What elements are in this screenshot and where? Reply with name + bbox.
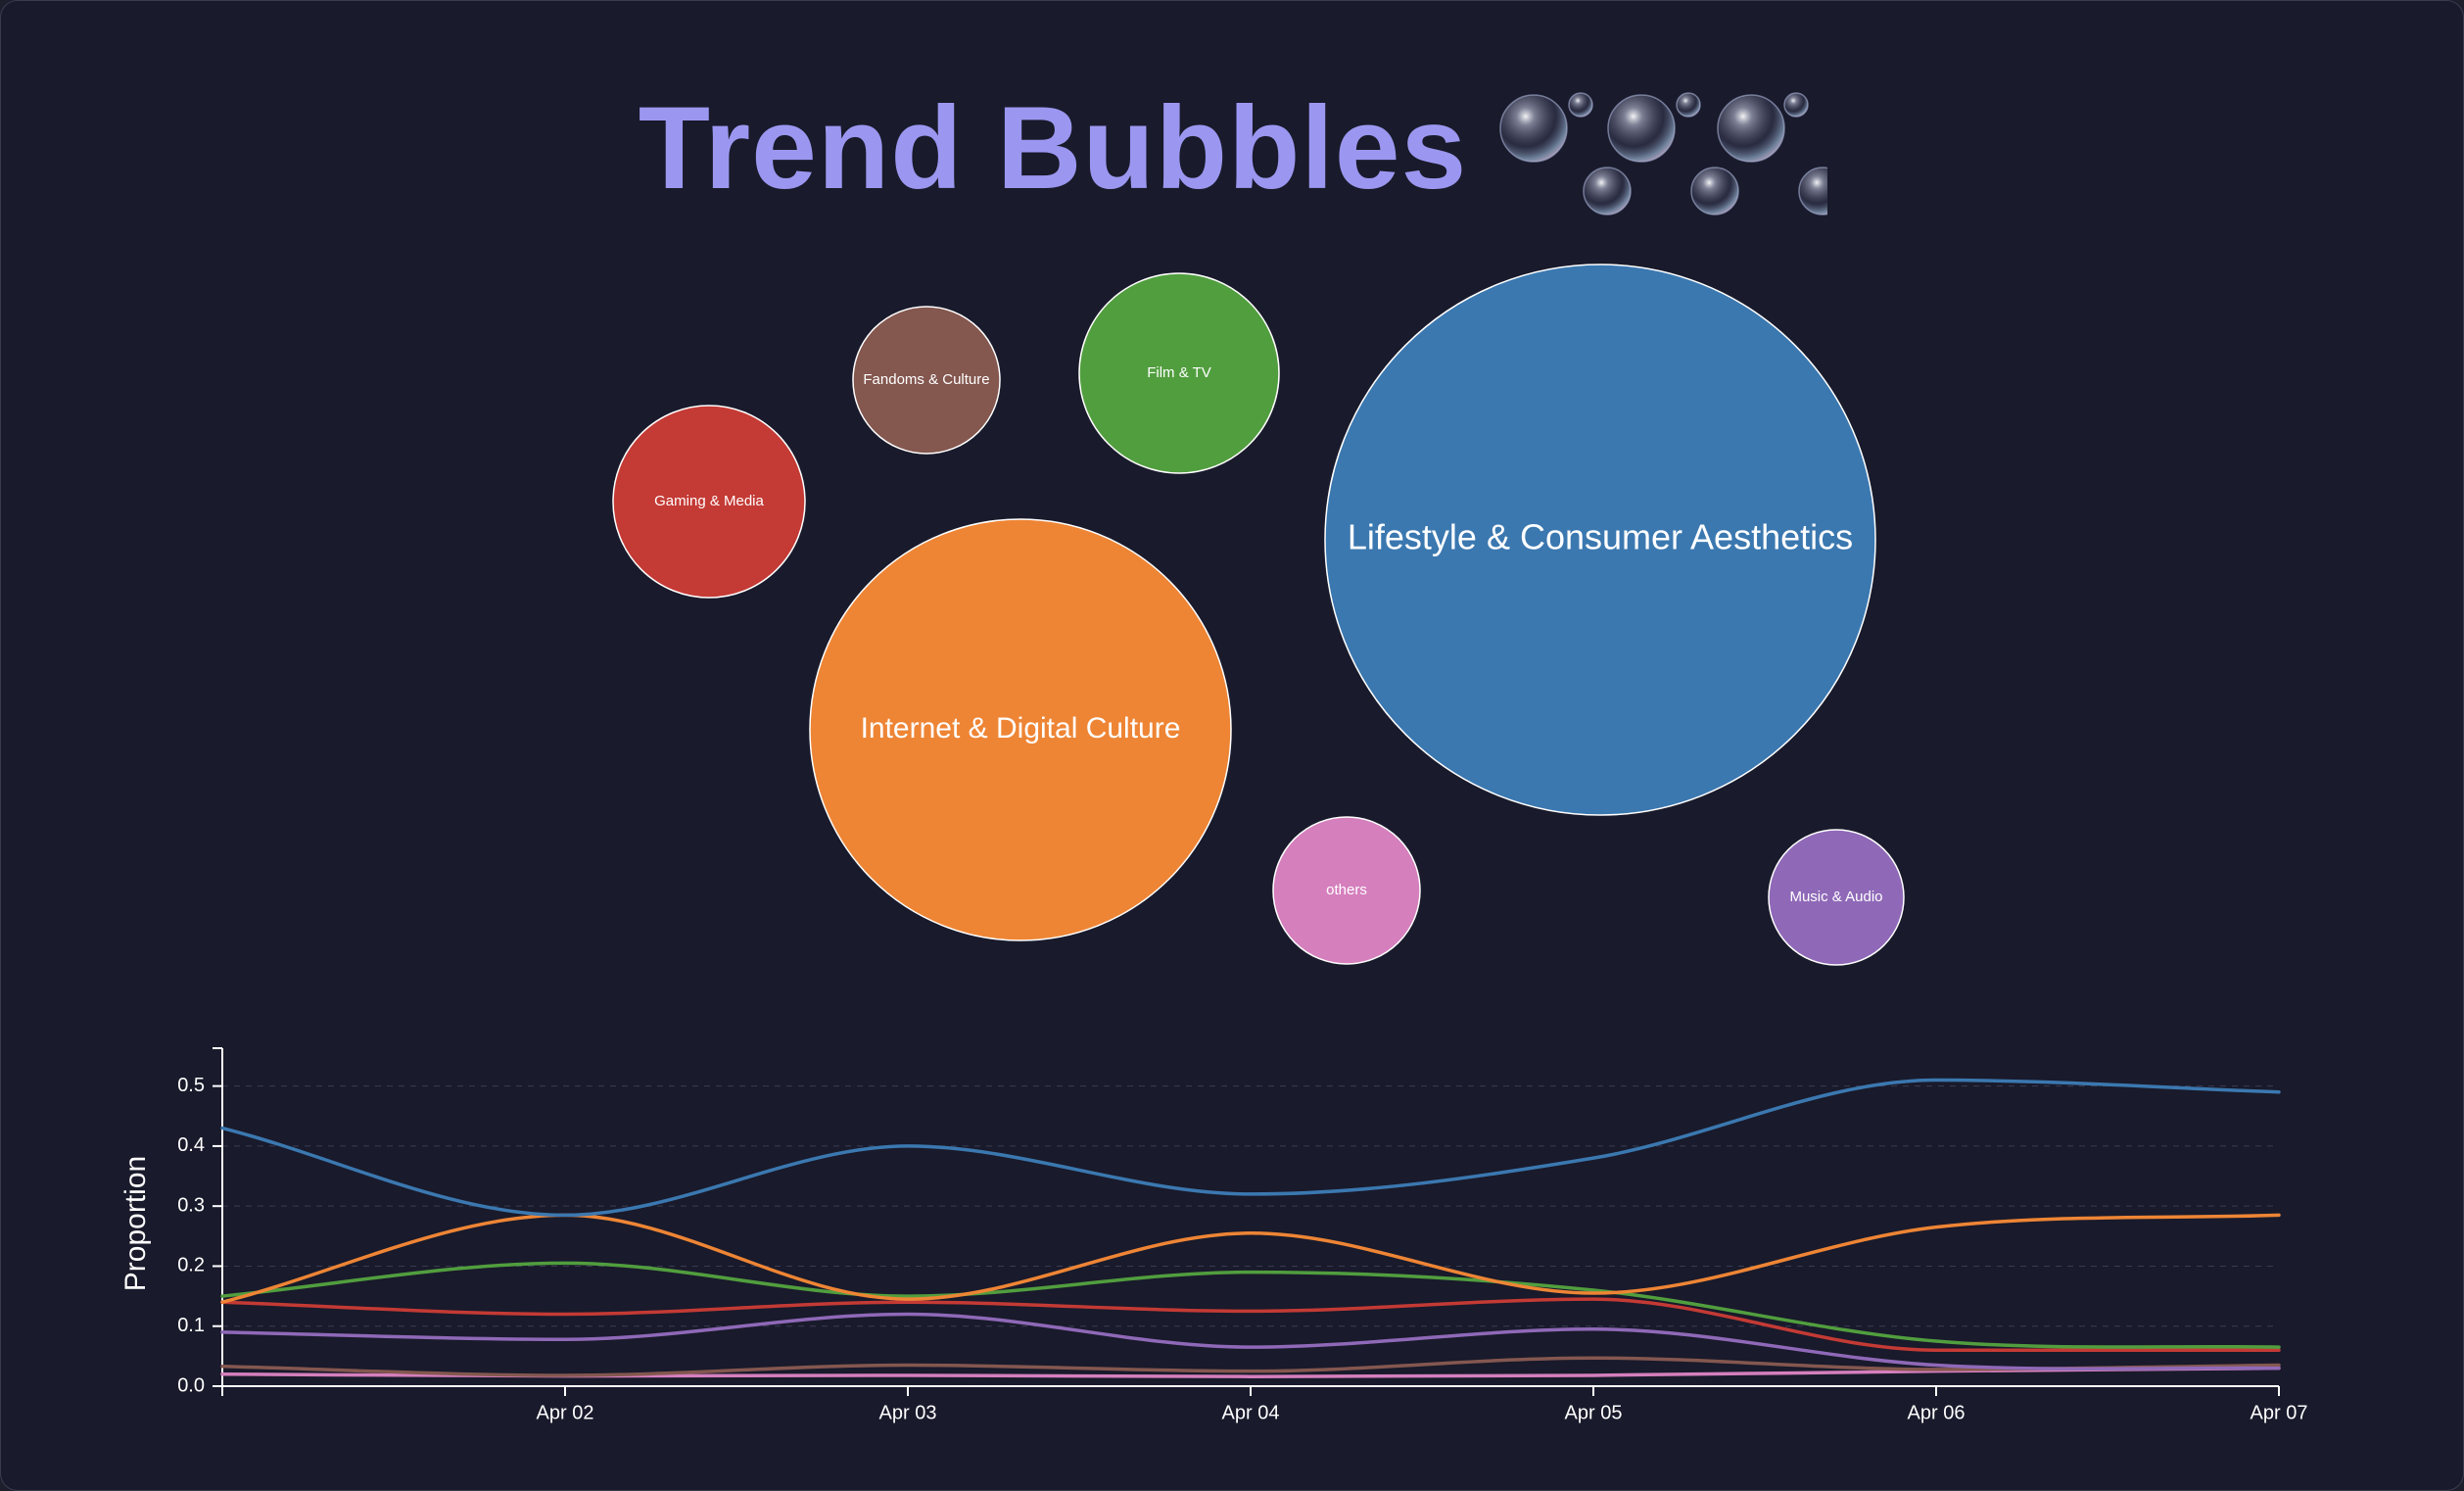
bubbles-icon [1499,92,1828,216]
series-lines [220,1078,2281,1378]
bubble-circle [1768,829,1905,966]
bubble-internet-and-digital-culture[interactable]: Internet & Digital Culture [809,518,1232,941]
bubble-chart: Lifestyle & Consumer Aesthetics Internet … [612,264,1905,966]
x-tick-label: Apr 03 [879,1402,937,1423]
bubble-music-and-audio[interactable]: Music & Audio [1768,829,1905,966]
y-tick-label: 0.4 [177,1134,205,1156]
title-row: Trend Bubbles [1,70,2463,226]
series-line[interactable] [220,1312,2281,1371]
bubble-circle [1078,272,1280,474]
decor-bubble [1499,94,1568,163]
decor-bubble [1717,94,1785,163]
decor-bubble [1783,92,1809,118]
decor-bubble [1607,94,1676,163]
bubble-gaming-and-media[interactable]: Gaming & Media [612,405,806,599]
bubble-circle [612,405,806,599]
bubble-circle [1324,264,1876,816]
y-tick-label: 0.2 [177,1255,205,1276]
bubble-label: Film & TV [1147,364,1211,381]
series-line[interactable] [220,1356,2281,1377]
series-line[interactable] [220,1297,2281,1352]
x-tick-label: Apr 07 [2251,1402,2308,1423]
page-title: Trend Bubbles [638,82,1468,214]
grid-lines [222,1085,2279,1327]
decor-bubble [1583,167,1632,216]
x-tick-label: Apr 02 [537,1402,594,1423]
bubble-fandoms-and-culture[interactable]: Fandoms & Culture [852,306,1001,455]
bubble-label: others [1326,882,1367,898]
y-tick-label: 0.3 [177,1194,205,1216]
bubble-circle [809,518,1232,941]
y-tick-label: 0.0 [177,1374,205,1396]
x-tick-label: Apr 05 [1565,1402,1623,1423]
series-line[interactable] [220,1261,2281,1349]
y-axis-label: Proportion [119,1156,152,1291]
decor-bubble [1568,92,1593,118]
series-line[interactable] [220,1078,2281,1218]
decor-bubble [1676,92,1701,118]
bubble-circle [1272,816,1421,965]
y-tick-label: 0.5 [177,1075,205,1096]
bubble-label: Fandoms & Culture [863,371,989,388]
decor-bubble [1690,167,1739,216]
bubble-film-and-tv[interactable]: Film & TV [1078,272,1280,474]
x-tick-label: Apr 06 [1908,1402,1966,1423]
bubble-label: Lifestyle & Consumer Aesthetics [1348,517,1853,557]
series-line[interactable] [220,1213,2281,1304]
bubble-label: Gaming & Media [654,493,764,509]
bubble-others[interactable]: others [1272,816,1421,965]
decor-bubble [1798,167,1828,216]
bubble-circle [852,306,1001,455]
y-tick-label: 0.1 [177,1315,205,1336]
x-tick-label: Apr 04 [1222,1402,1280,1423]
bubble-label: Internet & Digital Culture [861,712,1181,745]
bubble-lifestyle-and-consumer-aesthetics[interactable]: Lifestyle & Consumer Aesthetics [1324,264,1876,816]
bubble-label: Music & Audio [1789,889,1882,905]
